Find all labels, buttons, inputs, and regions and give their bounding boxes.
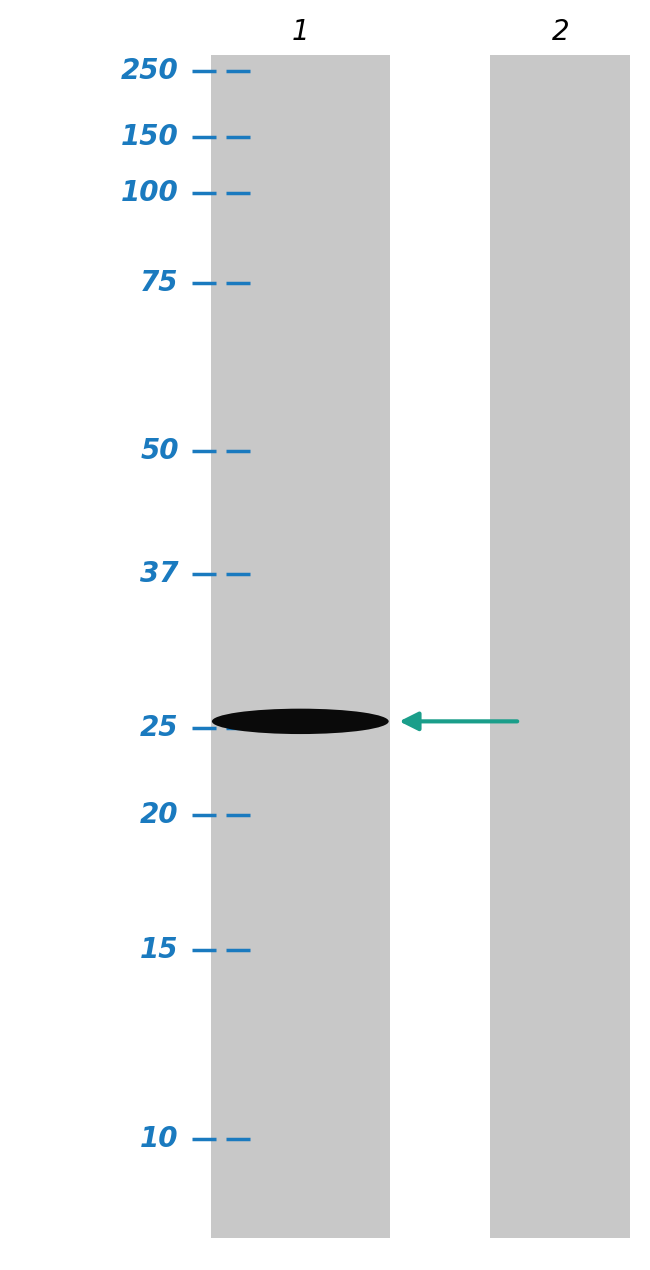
Bar: [490, 55, 630, 1238]
Text: 37: 37: [140, 560, 179, 588]
Text: 15: 15: [140, 936, 179, 964]
Text: 20: 20: [140, 801, 179, 829]
Text: 100: 100: [121, 179, 179, 207]
Text: 150: 150: [121, 123, 179, 151]
Text: 10: 10: [140, 1125, 179, 1153]
Text: 75: 75: [140, 269, 179, 297]
Bar: [211, 55, 390, 1238]
Text: 2: 2: [551, 18, 569, 46]
Text: 1: 1: [291, 18, 309, 46]
Ellipse shape: [212, 709, 389, 734]
Text: 50: 50: [140, 437, 179, 465]
Text: 25: 25: [140, 714, 179, 742]
Text: 250: 250: [121, 57, 179, 85]
